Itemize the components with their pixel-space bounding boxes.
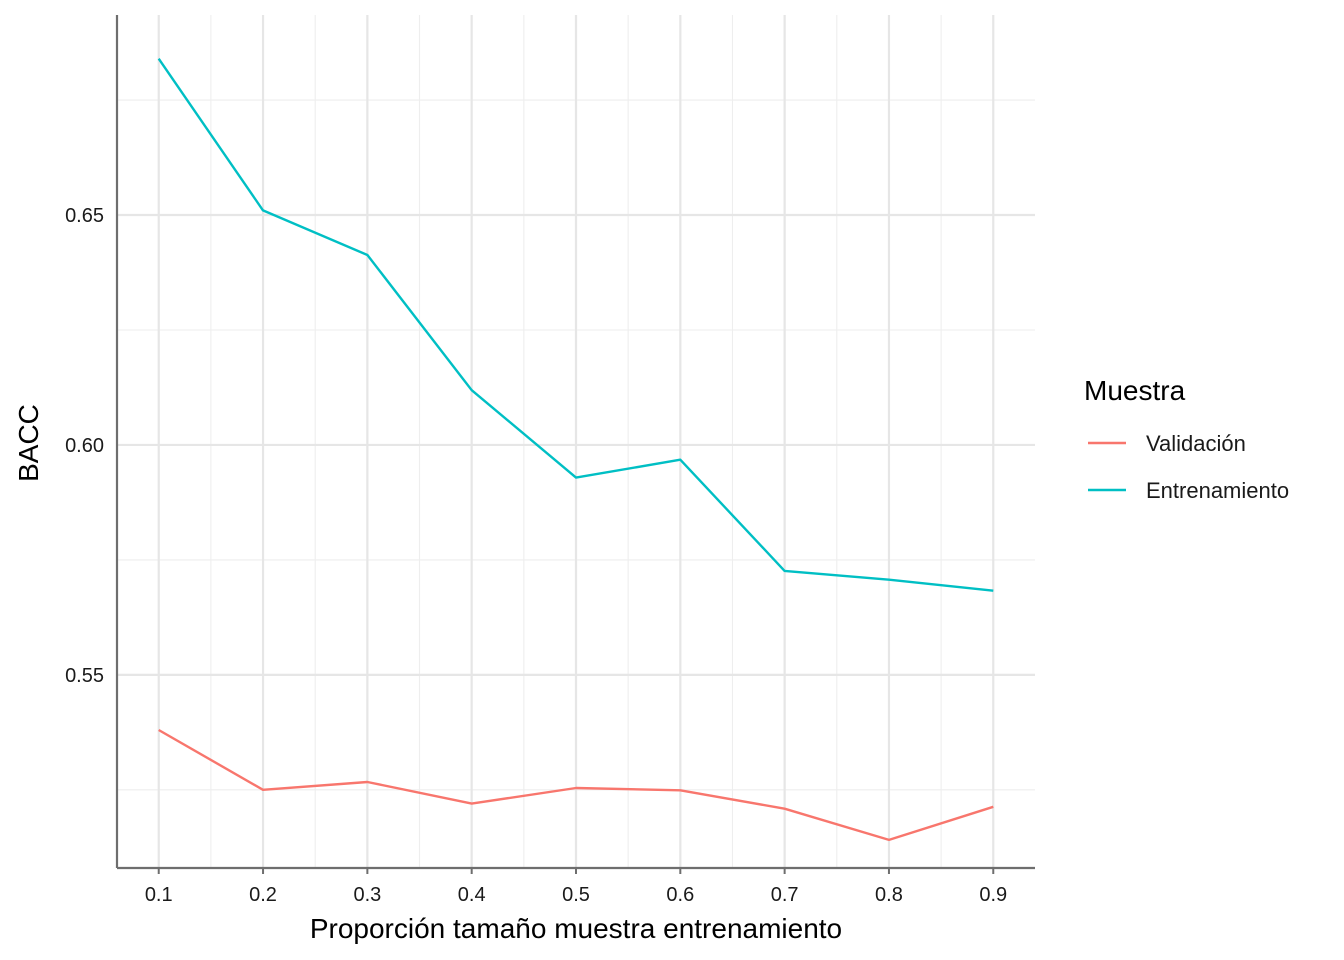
x-tick-label: 0.6	[666, 884, 694, 906]
x-tick-label: 0.5	[562, 884, 590, 906]
legend-items: Validación Entrenamiento	[1088, 431, 1289, 503]
x-tick-label: 0.7	[771, 884, 799, 906]
legend-label: Entrenamiento	[1146, 478, 1289, 503]
axes	[115, 15, 1035, 874]
x-tick-label: 0.3	[353, 884, 381, 906]
x-tick-labels: 0.1 0.2 0.3 0.4 0.5 0.6 0.7 0.8 0.9	[145, 884, 1007, 906]
x-tick-label: 0.4	[458, 884, 486, 906]
y-axis-title: BACC	[13, 404, 44, 482]
x-tick-label: 0.9	[979, 884, 1007, 906]
y-tick-labels: 0.55 0.60 0.65	[65, 205, 104, 687]
series-line-validacion	[158, 728, 994, 842]
legend-title: Muestra	[1084, 375, 1186, 406]
y-tick-label: 0.60	[65, 435, 104, 457]
x-tick-label: 0.2	[249, 884, 277, 906]
y-tick-label: 0.65	[65, 205, 104, 227]
x-tick-label: 0.1	[145, 884, 173, 906]
legend: Muestra Validación Entrenamiento	[1084, 375, 1289, 503]
series-lines	[157, 58, 994, 842]
x-tick-label: 0.8	[875, 884, 903, 906]
x-axis-title: Proporción tamaño muestra entrenamiento	[310, 913, 842, 944]
legend-label: Validación	[1146, 431, 1246, 456]
y-tick-label: 0.55	[65, 665, 104, 687]
major-gridlines	[117, 15, 1035, 868]
series-line-entrenamiento	[157, 58, 994, 592]
